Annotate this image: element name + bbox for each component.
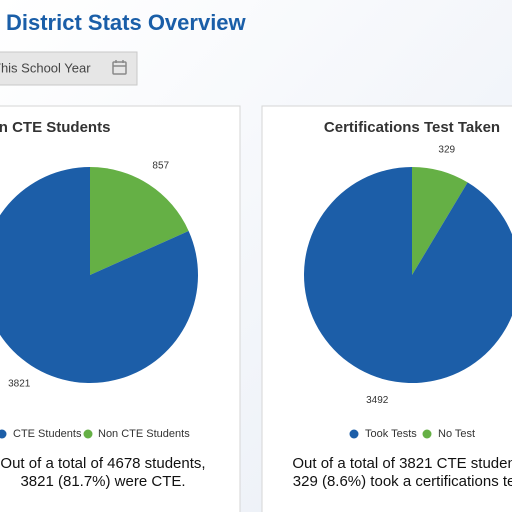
chart-caption: 3821 (81.7%) were CTE. [20, 473, 185, 490]
legend-label: No Test [438, 428, 475, 440]
calendar-icon [112, 60, 127, 75]
pie-slice [0, 167, 198, 383]
slice-label: 3821 [8, 379, 31, 390]
chart-caption: Out of a total of 3821 CTE students, [292, 455, 512, 472]
chart-title: CTE vs. Non CTE Students [0, 119, 110, 136]
legend-label: Took Tests [365, 428, 417, 440]
legend-marker [83, 429, 93, 439]
legend-marker [0, 429, 7, 439]
pie-slice [304, 167, 512, 383]
legend-marker [422, 429, 432, 439]
slice-label: 329 [438, 144, 455, 155]
legend-label: CTE Students [13, 428, 82, 440]
slice-label: 3492 [366, 395, 389, 406]
date-filter[interactable]: This School Year [0, 51, 138, 86]
slice-label: 857 [152, 161, 169, 172]
chart-caption: 329 (8.6%) took a certifications test. [293, 473, 512, 490]
legend-label: Non CTE Students [98, 428, 190, 440]
pie-slice [412, 167, 468, 275]
page-title: District Stats Overview [6, 10, 247, 35]
date-filter-label: This School Year [0, 60, 91, 75]
date-filter-box[interactable] [0, 51, 138, 86]
chart-title: Certifications Test Taken [324, 119, 500, 136]
chart-caption: Out of a total of 4678 students, [0, 455, 205, 472]
pie-slice [90, 167, 189, 275]
legend-marker [349, 429, 359, 439]
